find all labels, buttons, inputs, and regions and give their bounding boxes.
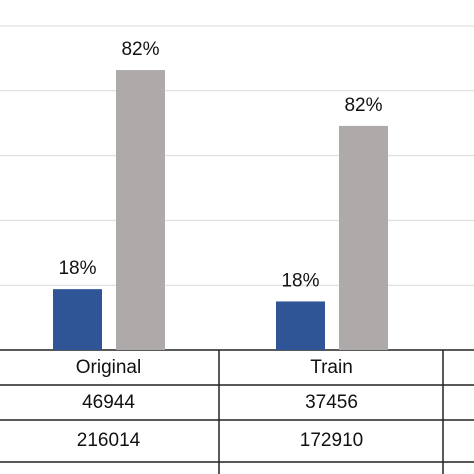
share-label: 82% (121, 39, 159, 60)
table-header: Original (76, 357, 141, 378)
table-cell: 172910 (300, 430, 363, 451)
share-label: 18% (281, 270, 319, 291)
table-cell: 216014 (77, 430, 141, 451)
table-borders (0, 349, 474, 474)
bar (339, 125, 388, 351)
bar (116, 70, 165, 351)
bar (276, 301, 325, 350)
share-label: 18% (58, 258, 96, 279)
bar (53, 289, 102, 350)
table-cell: 46944 (82, 392, 135, 413)
table-header: Train (310, 357, 353, 378)
table-cell: 37456 (305, 392, 358, 413)
share-label: 82% (344, 95, 382, 116)
